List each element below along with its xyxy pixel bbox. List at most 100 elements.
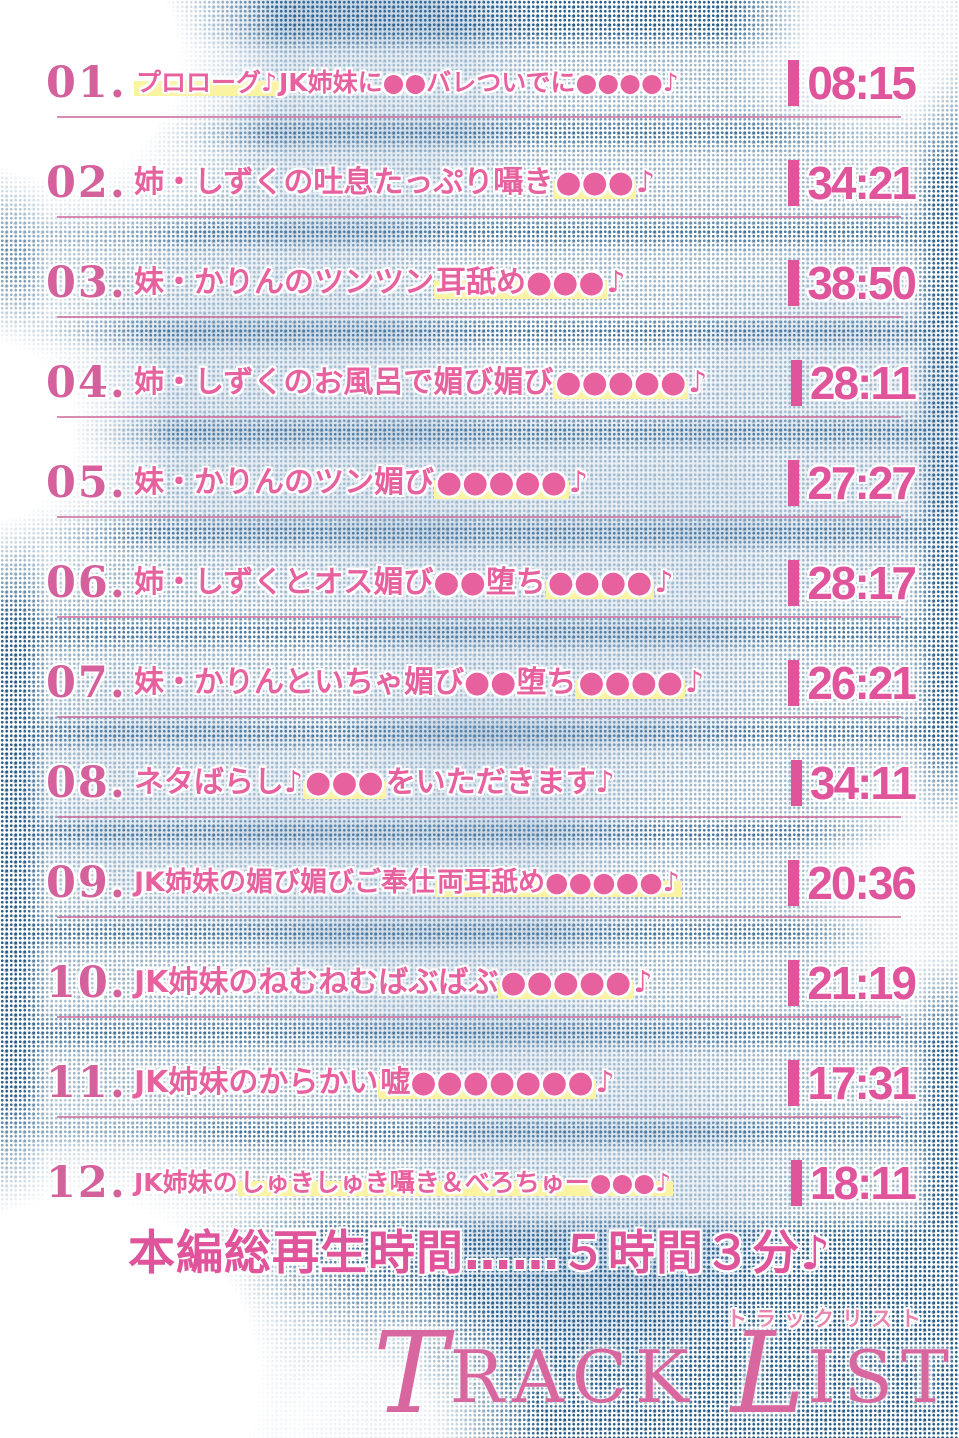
duration-text: 20:36 <box>807 857 917 909</box>
track-title: JK姉妹の媚び媚びご奉仕両耳舐め●●●●●♪ <box>134 866 788 899</box>
title-segment: ネタばらし♪ <box>134 765 304 800</box>
track-row: 06. 姉・しずくとオス媚び●●堕ち●●●●♪ 28:17 <box>46 552 917 614</box>
title-segment: 妹・かりんのツン媚び <box>134 465 434 500</box>
title-segment-highlighted: ●●●● <box>576 665 686 700</box>
duration-text: 21:19 <box>807 957 917 1009</box>
track-duration: 26:21 <box>788 657 917 709</box>
row-divider <box>57 616 901 618</box>
title-segment-highlighted: ●●● <box>553 165 636 200</box>
track-title: 妹・かりんといちゃ媚び●●堕ち●●●●♪ <box>134 665 788 701</box>
track-number: 11. <box>46 1057 127 1108</box>
page-title-track-list: TRACK LIST <box>373 1318 957 1430</box>
title-segment: ♪ <box>606 265 626 300</box>
duration-bar-icon <box>788 860 800 906</box>
track-number: 10. <box>46 957 127 1008</box>
track-duration: 27:27 <box>788 457 917 509</box>
title-segment: ♪ <box>595 1065 615 1100</box>
duration-bar-icon <box>790 760 802 806</box>
track-number: 04. <box>46 357 127 408</box>
title-segment-highlighted: 嘘●●●●●●● <box>378 1065 596 1100</box>
title-segment: ♪ <box>635 165 656 200</box>
title-segment: 妹・かりんといちゃ媚び●●堕ち <box>134 665 577 700</box>
track-duration: 21:19 <box>788 957 917 1009</box>
track-title: ネタばらし♪●●●をいただきます♪ <box>134 765 791 801</box>
track-row: 11. JK姉妹のからかい嘘●●●●●●●♪ 17:31 <box>46 1052 917 1114</box>
duration-text: 26:21 <box>807 657 917 709</box>
track-title: JK姉妹のねむねむばぶばぶ●●●●●♪ <box>134 965 788 1001</box>
row-divider <box>57 416 901 418</box>
title-segment: ♪ <box>685 665 705 700</box>
row-divider <box>57 1016 901 1018</box>
title-segment: JK姉妹のからかい <box>134 1065 379 1100</box>
title-segment-highlighted: ●●●●● <box>553 365 689 400</box>
title-segment: JK姉妹のねむねむばぶばぶ <box>134 965 499 1000</box>
track-duration: 34:21 <box>788 157 917 209</box>
track-duration: 20:36 <box>788 857 917 909</box>
track-row: 08. ネタばらし♪●●●をいただきます♪ 34:11 <box>46 752 917 814</box>
duration-bar-icon <box>788 60 800 106</box>
title-rest-ist: IST <box>807 1335 957 1419</box>
row-divider <box>57 916 901 918</box>
title-segment: 姉・しずくとオス媚び●●堕ち <box>134 565 546 600</box>
duration-text: 27:27 <box>807 457 917 509</box>
row-divider <box>57 716 901 718</box>
duration-bar-icon <box>788 660 800 706</box>
duration-text: 34:11 <box>809 757 917 809</box>
row-divider <box>57 516 901 518</box>
row-divider <box>57 1116 901 1118</box>
track-duration: 34:11 <box>790 757 917 809</box>
title-initial-t: T <box>373 1309 450 1438</box>
duration-bar-icon <box>788 260 800 306</box>
row-divider <box>57 316 901 318</box>
track-row: 07. 妹・かりんといちゃ媚び●●堕ち●●●●♪ 26:21 <box>46 652 917 714</box>
title-segment-highlighted: ●●● <box>303 765 386 800</box>
track-number: 07. <box>46 657 127 708</box>
track-duration: 17:31 <box>788 1057 917 1109</box>
track-number: 02. <box>46 157 127 208</box>
title-segment-highlighted: 耳舐め●●● <box>434 265 607 300</box>
row-divider <box>57 216 901 218</box>
track-title: 姉・しずくの吐息たっぷり囁き●●●♪ <box>134 165 788 201</box>
track-number: 12. <box>46 1157 127 1208</box>
track-title: 姉・しずくのお風呂で媚び媚び●●●●●♪ <box>134 365 791 401</box>
duration-bar-icon <box>788 1060 800 1106</box>
total-runtime: 本編総再生時間……５時間３分♪ <box>128 1226 831 1281</box>
track-row: 01. プロローグ♪JK姉妹に●●バレついでに●●●●♪ 08:15 <box>46 52 917 114</box>
title-segment: JK姉妹の <box>134 1168 238 1197</box>
title-segment: ♪ <box>654 565 674 600</box>
duration-text: 17:31 <box>807 1057 917 1109</box>
row-divider <box>57 116 901 118</box>
track-row: 04. 姉・しずくのお風呂で媚び媚び●●●●●♪ 28:11 <box>46 352 917 414</box>
duration-text: 34:21 <box>807 157 917 209</box>
track-duration: 28:11 <box>790 357 917 409</box>
duration-bar-icon <box>788 460 800 506</box>
track-row: 03. 妹・かりんのツンツン耳舐め●●●♪ 38:50 <box>46 252 917 314</box>
title-initial-l: L <box>730 1309 808 1438</box>
duration-bar-icon <box>790 1160 802 1206</box>
title-segment: JK姉妹の媚び媚びご奉仕 <box>134 866 435 898</box>
title-segment: ♪ <box>688 365 708 400</box>
duration-bar-icon <box>790 360 802 406</box>
duration-text: 28:17 <box>807 557 917 609</box>
track-title: 姉・しずくとオス媚び●●堕ち●●●●♪ <box>134 565 788 601</box>
track-duration: 18:11 <box>790 1160 917 1206</box>
row-divider <box>57 816 901 818</box>
title-segment-highlighted: ●●●● <box>545 565 655 600</box>
track-row: 10. JK姉妹のねむねむばぶばぶ●●●●●♪ 21:19 <box>46 952 917 1014</box>
title-segment-highlighted: しゅきしゅき囁き＆べろちゅー●●●♪ <box>237 1168 674 1197</box>
subtitle-japanese: トラックリスト <box>726 1307 929 1331</box>
duration-text: 28:11 <box>809 357 917 409</box>
duration-bar-icon <box>788 560 800 606</box>
title-segment: 姉・しずくの吐息たっぷり囁き <box>134 165 554 200</box>
duration-bar-icon <box>788 960 800 1006</box>
title-segment: JK姉妹に●●バレついでに●●●●♪ <box>278 68 679 97</box>
track-row: 05. 妹・かりんのツン媚び●●●●●♪ 27:27 <box>46 452 917 514</box>
title-segment: をいただきます♪ <box>385 765 615 800</box>
title-segment: ♪ <box>633 965 653 1000</box>
track-title: 妹・かりんのツンツン耳舐め●●●♪ <box>134 265 788 301</box>
track-title: JK姉妹のしゅきしゅき囁き＆べろちゅー●●●♪ <box>134 1168 791 1198</box>
track-number: 01. <box>46 57 127 108</box>
track-number: 08. <box>46 757 127 808</box>
track-duration: 28:17 <box>788 557 917 609</box>
